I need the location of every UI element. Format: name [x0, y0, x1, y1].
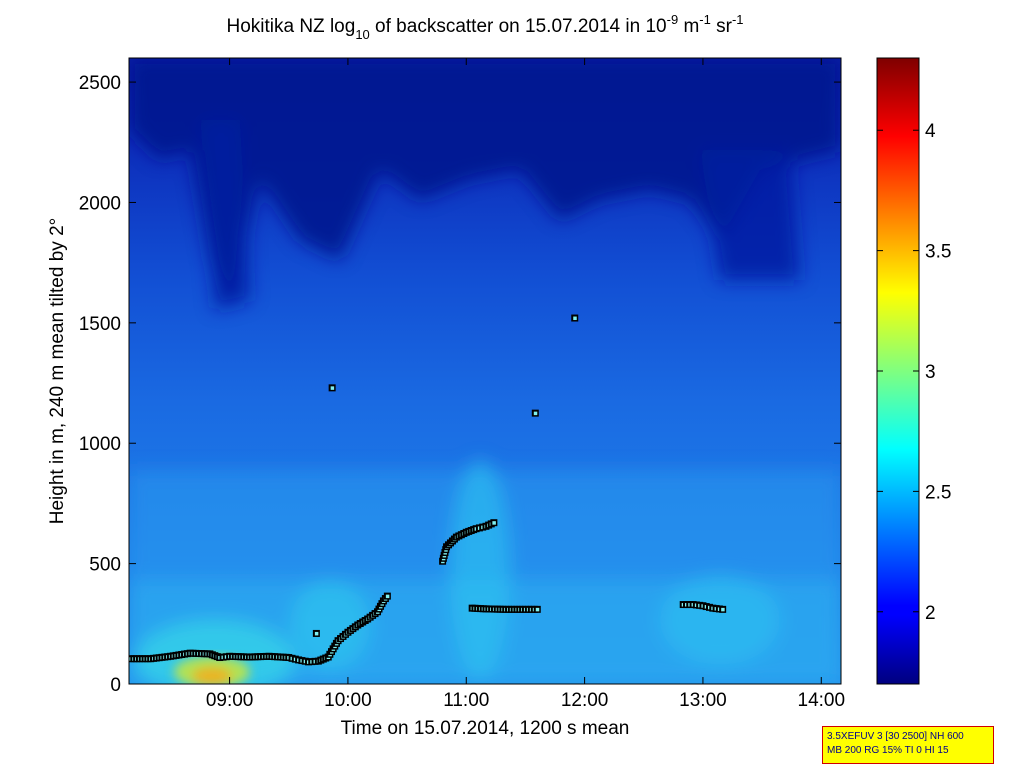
y-tick-label: 500 — [89, 555, 121, 576]
y-tick-label: 2500 — [79, 73, 121, 94]
x-axis-label: Time on 15.07.2014, 1200 s mean — [341, 718, 630, 739]
cloud-base-marker-fill — [314, 631, 319, 636]
x-axis: 09:00 10:00 11:00 12:00 13:00 14:00 — [206, 58, 845, 711]
cloud-base-markers — [129, 314, 727, 666]
x-tick-label: 10:00 — [324, 690, 372, 711]
settings-infobox: 3.5XEFUV 3 [30 2500] NH 600 MB 200 RG 15… — [822, 726, 994, 764]
y-tick-label: 1500 — [79, 314, 121, 335]
cloud-base-marker-fill — [492, 521, 496, 525]
cloud-base-marker-fill — [385, 594, 390, 599]
cloud-base-marker-fill — [535, 607, 540, 612]
cloud-base-marker-fill — [533, 411, 538, 416]
x-tick-label: 13:00 — [679, 690, 727, 711]
x-tick-label: 11:00 — [443, 690, 489, 711]
infobox-line-2: MB 200 RG 15% TI 0 HI 15 — [827, 745, 949, 756]
chart-title: Hokitika NZ log10 of backscatter on 15.0… — [226, 12, 743, 42]
x-tick-label: 14:00 — [798, 690, 846, 711]
colorbar-tick-label: 2 — [925, 603, 936, 624]
colorbar-tick-label: 3.5 — [925, 242, 951, 263]
y-tick-label: 2000 — [79, 193, 121, 214]
y-axis-label: Height in m, 240 m mean tilted by 2° — [47, 218, 68, 524]
y-tick-label: 1000 — [79, 434, 121, 455]
x-tick-label: 12:00 — [561, 690, 609, 711]
plot-frame — [128, 57, 842, 685]
colorbar-tick-label: 2.5 — [925, 482, 951, 503]
colorbar — [877, 58, 919, 684]
cloud-base-marker-fill — [721, 607, 725, 612]
cloud-base-marker-fill — [330, 386, 335, 390]
y-axis: 0 500 1000 1500 2000 2500 — [79, 73, 841, 696]
infobox-line-1: 3.5XEFUV 3 [30 2500] NH 600 — [827, 731, 964, 742]
cloud-base-marker-fill — [573, 316, 577, 321]
x-tick-label: 09:00 — [206, 690, 254, 711]
colorbar-ticks: 2 2.5 3 3.5 4 — [877, 121, 951, 624]
colorbar-tick-label: 3 — [925, 362, 936, 383]
y-tick-label: 0 — [110, 675, 121, 696]
backscatter-heatmap — [129, 58, 841, 684]
colorbar-tick-label: 4 — [925, 121, 936, 142]
